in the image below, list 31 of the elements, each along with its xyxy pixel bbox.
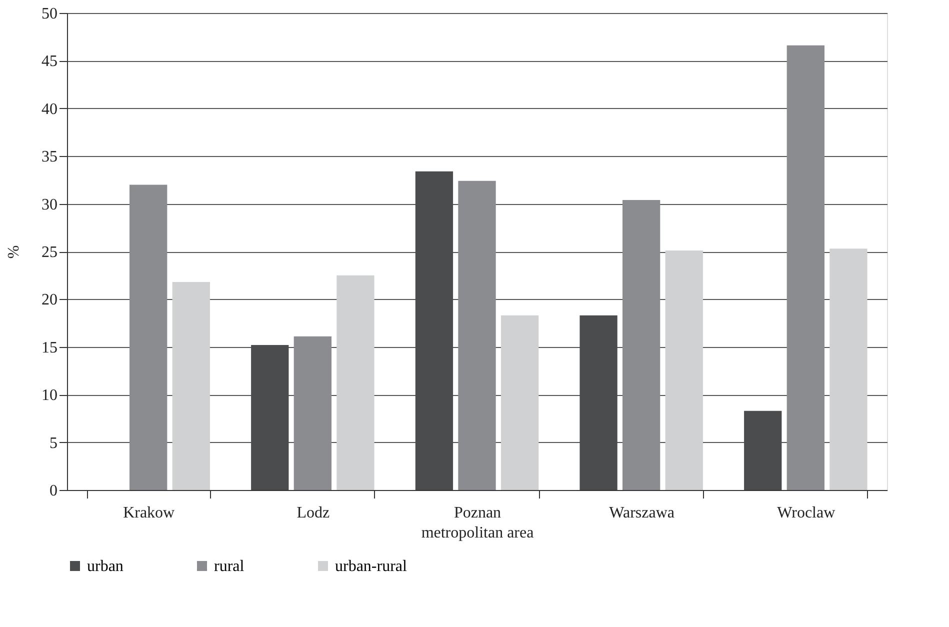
y-tick-label: 40 — [42, 100, 58, 118]
bar — [786, 45, 824, 490]
bar — [294, 336, 332, 490]
y-tick-label: 35 — [42, 148, 58, 166]
y-tick-label: 30 — [42, 196, 58, 214]
y-tick-label: 5 — [50, 434, 58, 452]
bar — [622, 200, 660, 490]
y-tick-label: 45 — [42, 53, 58, 70]
bar — [500, 315, 539, 490]
y-tick-label: 0 — [50, 482, 58, 500]
bar — [665, 250, 703, 490]
y-tick-label: 15 — [42, 339, 58, 356]
legend-label: rural — [214, 558, 245, 575]
y-axis-title: % — [6, 245, 22, 259]
x-tick-label: Krakow — [123, 504, 176, 522]
x-tick-label: Poznan — [454, 504, 502, 522]
legend-label: urban — [87, 558, 124, 575]
x-tick-label: Wroclaw — [777, 504, 836, 522]
bar — [336, 275, 374, 490]
bar — [830, 248, 868, 490]
legend-label: urban-rural — [335, 558, 408, 575]
y-tick-label: 10 — [42, 387, 58, 404]
x-axis-title: metropolitan area — [421, 524, 534, 542]
x-tick-label: Lodz — [296, 504, 330, 522]
y-tick-label: 50 — [42, 6, 58, 22]
y-tick-label: 20 — [42, 292, 58, 309]
bar — [458, 180, 496, 490]
bar — [130, 184, 168, 490]
bar — [172, 282, 210, 490]
x-tick-label: Warszawa — [609, 504, 674, 522]
y-tick-label: 25 — [42, 244, 58, 261]
